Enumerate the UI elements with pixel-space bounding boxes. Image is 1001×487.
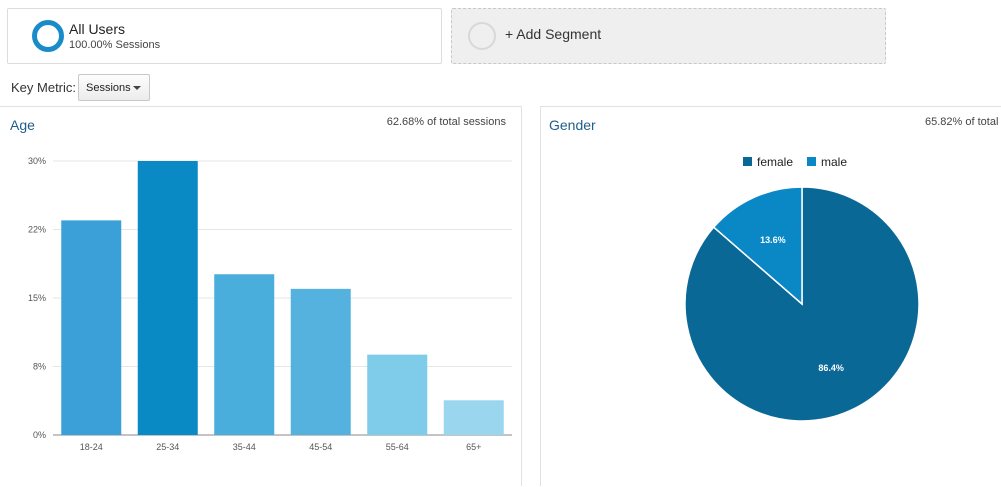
gender-panel: Gender 65.82% of total s female male 86.4%… <box>540 106 1001 486</box>
age-bar-chart: 0% 8% 15% 22% 30% 18-24 25-34 35-44 45-54 55-64 65… <box>28 156 512 452</box>
y-tick-label: 8% <box>33 362 46 372</box>
bar-35-44 <box>214 274 275 435</box>
y-tick-label: 15% <box>28 293 46 303</box>
key-metric-label: Key Metric: <box>11 80 77 95</box>
x-tick-label: 45-54 <box>309 442 332 452</box>
add-segment-label: + Add Segment <box>505 26 602 42</box>
legend-label-female: female <box>757 155 793 169</box>
segment-sessions-share: 100.00% Sessions <box>69 39 161 51</box>
gender-pie-chart: female male 86.4% 13.6% <box>684 155 920 422</box>
gender-panel-title: Gender <box>549 117 596 133</box>
y-tick-label: 0% <box>33 430 46 440</box>
slice-male <box>712 186 803 306</box>
add-segment-ring-icon <box>468 22 496 50</box>
y-tick-label: 22% <box>28 225 46 235</box>
legend-label-male: male <box>821 155 847 169</box>
legend-swatch-female <box>743 157 752 166</box>
x-tick-label: 35-44 <box>233 442 256 452</box>
bar-25-34 <box>137 161 198 435</box>
gender-panel-note: 65.82% of total s <box>925 116 1001 128</box>
slice-label-female: 86.4% <box>818 363 844 373</box>
x-tick-label: 18-24 <box>80 442 103 452</box>
age-panel-note: 62.68% of total sessions <box>386 116 506 128</box>
slice-label-male: 13.6% <box>760 235 786 245</box>
x-tick-label: 25-34 <box>156 442 179 452</box>
bar-45-54 <box>290 288 351 435</box>
bar-18-24 <box>61 220 122 435</box>
key-metric-value: Sessions <box>86 82 131 94</box>
legend-swatch-male <box>807 157 816 166</box>
segment-name: All Users <box>69 21 126 37</box>
bar-55-64 <box>367 354 428 435</box>
x-tick-label: 55-64 <box>386 442 409 452</box>
segment-all-users[interactable]: All Users 100.00% Sessions <box>7 8 442 64</box>
age-panel: Age 62.68% of total sessions 0% 8% 15% 22% 3… <box>0 106 522 486</box>
segment-ring-icon <box>32 20 64 52</box>
add-segment-button[interactable]: + Add Segment <box>451 8 886 64</box>
y-tick-label: 30% <box>28 156 46 166</box>
key-metric-dropdown[interactable]: Sessions <box>78 74 150 101</box>
age-panel-title: Age <box>10 117 35 133</box>
x-tick-label: 65+ <box>466 442 481 452</box>
bar-65+ <box>443 400 504 435</box>
chevron-down-icon <box>133 86 141 90</box>
